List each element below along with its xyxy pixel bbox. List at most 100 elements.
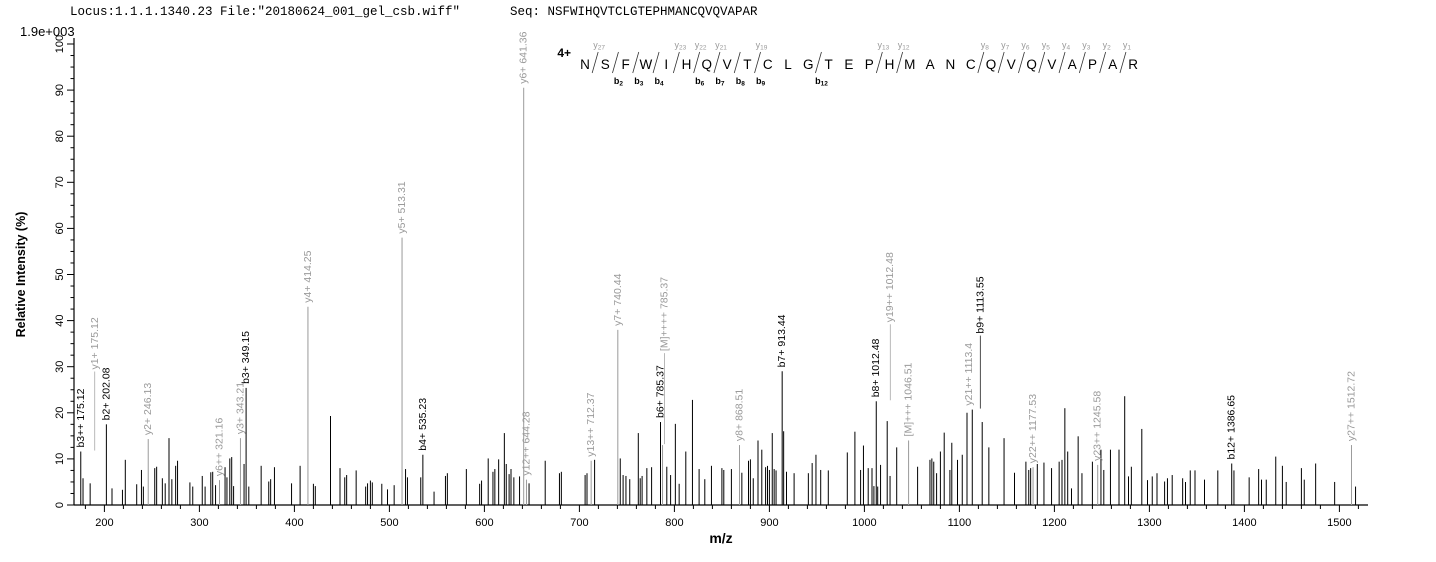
fragment-slash [672, 51, 680, 74]
peak-label: y4+ 414.25 [302, 250, 314, 302]
fragment-slash [693, 51, 701, 74]
x-tick-label: 800 [665, 517, 683, 529]
y-tick-label: 50 [54, 268, 66, 280]
peak-label: y1+ 175.12 [89, 317, 101, 369]
seq-residue: T [743, 57, 751, 72]
seq-residue: A [926, 57, 935, 72]
locus-file-label: Locus:1.1.1.1340.23 File:"20180624_001_g… [70, 5, 461, 19]
seq-residue: V [723, 57, 732, 72]
fragment-slash [815, 51, 822, 74]
y-ion-label: y2 [1103, 40, 1112, 52]
y-ion-label: y4 [1062, 40, 1071, 52]
x-tick-label: 600 [475, 517, 493, 529]
seq-residue: H [885, 57, 895, 72]
peak-label: y19++ 1012.48 [884, 252, 896, 322]
peak-label: b7+ 913.44 [776, 314, 788, 367]
x-axis-title: m/z [709, 530, 732, 546]
y-ion-label: y13 [877, 40, 889, 52]
y-tick-label: 30 [54, 361, 66, 373]
peak-label: y22++ 1177.53 [1027, 394, 1039, 463]
b-ion-label: b6 [695, 76, 705, 88]
y-tick-label: 20 [54, 407, 66, 419]
seq-residue: L [784, 57, 792, 72]
y-ion-label: y1 [1123, 40, 1132, 52]
fragment-slash [1099, 51, 1107, 74]
peak-label: y23++ 1245.58 [1092, 391, 1104, 461]
fragment-slash [977, 51, 985, 74]
base-peak-intensity: 1.9e+003 [20, 24, 75, 39]
peak-label: y8+ 868.51 [733, 389, 745, 441]
peak-label: y7+ 740.44 [612, 273, 624, 325]
peak-label: y3+ 343.21 [234, 382, 246, 434]
peak-label: y13++ 712.37 [585, 392, 597, 456]
y-ion-label: y21 [715, 40, 727, 52]
seq-residue: C [966, 57, 976, 72]
y-ion-label: y27 [593, 40, 605, 52]
x-tick-label: 1500 [1327, 517, 1351, 529]
peak-label: b12+ 1386.65 [1226, 395, 1238, 460]
x-tick-label: 1200 [1042, 517, 1066, 529]
seq-residue: N [580, 57, 590, 72]
b-ion-label: b8 [736, 76, 746, 88]
peak-label: y5+ 513.31 [396, 181, 408, 233]
y-tick-label: 70 [54, 176, 66, 188]
b-ion-label: b3 [634, 76, 644, 88]
y-tick-label: 40 [54, 314, 66, 326]
seq-residue: P [1088, 57, 1097, 72]
fragment-slash [1119, 51, 1127, 74]
x-tick-label: 900 [760, 517, 778, 529]
peak-label: [M]++++ 785.37 [659, 277, 671, 351]
seq-residue: I [664, 57, 668, 72]
x-tick-label: 1100 [948, 517, 972, 529]
seq-residue: T [824, 57, 832, 72]
y-tick-label: 60 [54, 222, 66, 234]
fragment-slash [1078, 51, 1086, 74]
fragment-slash [1038, 51, 1046, 74]
seq-residue: V [1047, 57, 1056, 72]
fragment-slash [591, 51, 599, 74]
b-ion-label: b9 [756, 76, 766, 88]
fragment-slash [875, 51, 883, 74]
fragment-slash [713, 51, 721, 74]
peak-label: b6+ 785.37 [655, 365, 667, 418]
seq-residue: A [1108, 57, 1117, 72]
x-tick-label: 200 [95, 517, 113, 529]
y-tick-label: 90 [54, 84, 66, 96]
x-tick-label: 1400 [1232, 517, 1256, 529]
y-ion-label: y22 [695, 40, 707, 52]
y-ion-label: y3 [1082, 40, 1091, 52]
seq-residue: V [1007, 57, 1016, 72]
y-ion-label: y12 [898, 40, 910, 52]
x-tick-label: 300 [190, 517, 208, 529]
peak-label: y6+ 641.36 [518, 31, 530, 83]
peak-label: y2+ 246.13 [142, 383, 154, 435]
fragment-slash [632, 51, 640, 74]
x-tick-label: 1300 [1137, 517, 1161, 529]
seq-residue: P [865, 57, 874, 72]
y-ion-label: y23 [674, 40, 686, 52]
seq-residue: Q [1026, 57, 1037, 72]
y-tick-label: 100 [54, 35, 66, 53]
seq-residue: G [803, 57, 814, 72]
y-tick-label: 0 [54, 502, 66, 508]
b-ion-label: b12 [815, 76, 828, 88]
y-tick-label: 80 [54, 130, 66, 142]
b-ion-label: b4 [654, 76, 664, 88]
peak-label: b9+ 1113.55 [974, 276, 986, 333]
peak-label: b3++ 175.12 [75, 388, 87, 447]
peak-label: b2+ 202.08 [100, 367, 112, 420]
peak-label: b3+ 349.15 [240, 331, 252, 384]
seq-residue: Q [986, 57, 997, 72]
y-tick-label: 10 [54, 453, 66, 465]
b-ion-label: b7 [715, 76, 725, 88]
x-tick-label: 400 [285, 517, 303, 529]
peak-label: [M]+++ 1046.51 [903, 362, 915, 436]
y-ion-label: y5 [1042, 40, 1051, 52]
x-tick-label: 500 [380, 517, 398, 529]
x-tick-label: 700 [570, 517, 588, 529]
seq-residue: H [682, 57, 692, 72]
peak-label: y27++ 1512.72 [1345, 371, 1357, 441]
peak-label: y6++ 321.16 [214, 418, 226, 477]
seq-residue: N [946, 57, 956, 72]
